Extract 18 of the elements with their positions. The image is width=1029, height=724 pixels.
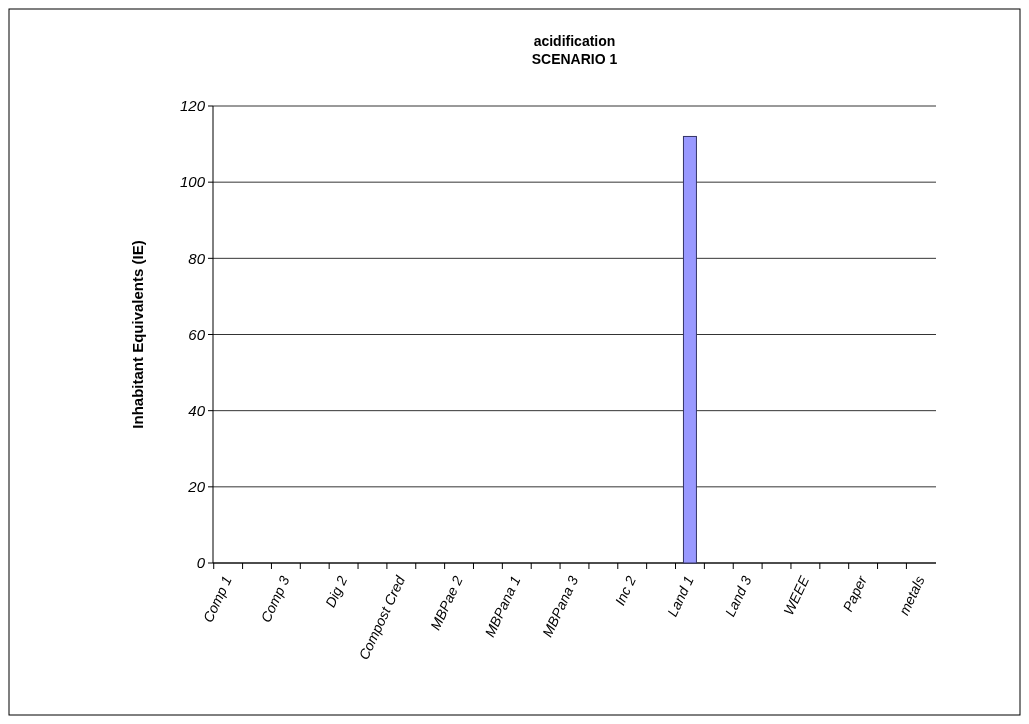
- y-tick-label: 60: [188, 325, 206, 343]
- x-tick-label: Paper: [839, 572, 871, 615]
- x-tick-label: Comp 3: [257, 573, 293, 625]
- y-tick-label: 100: [179, 173, 206, 191]
- chart-subtitle: SCENARIO 1: [531, 51, 618, 67]
- y-axis-title: Inhabitant Equivalents (IE): [129, 240, 146, 429]
- y-tick-label: 20: [187, 478, 206, 496]
- x-tick-label: Comp 1: [199, 573, 235, 625]
- y-tick-label: 0: [196, 554, 206, 572]
- y-tick-label: 120: [179, 97, 206, 115]
- y-tick-label: 80: [188, 249, 206, 267]
- x-tick-label: Land 3: [721, 573, 755, 620]
- x-tick-label: Inc 2: [611, 573, 640, 608]
- x-tick-label: Land 1: [664, 573, 697, 620]
- chart-title: acidification: [533, 33, 616, 49]
- y-tick-label: 40: [188, 401, 206, 419]
- x-tick-label: metals: [895, 573, 928, 618]
- x-tick-label: Dig 2: [322, 573, 351, 610]
